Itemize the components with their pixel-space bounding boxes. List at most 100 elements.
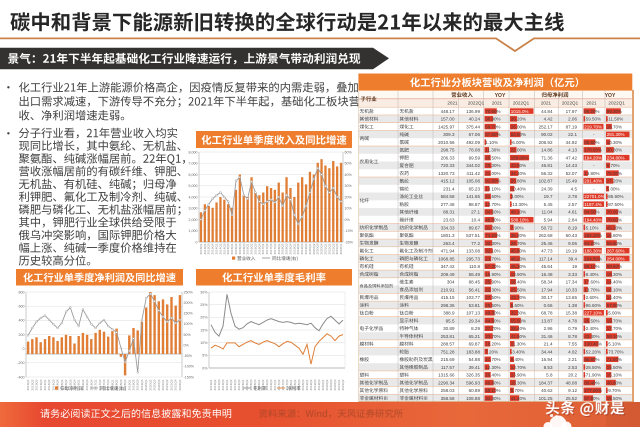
- svg-text:53.80%: 53.80%: [511, 132, 526, 137]
- svg-text:2021Q2: 2021Q2: [327, 243, 331, 254]
- svg-text:2013Q3: 2013Q3: [207, 243, 211, 254]
- svg-text:86.10%: 86.10%: [584, 264, 599, 269]
- svg-text:43.50%: 43.50%: [511, 163, 526, 168]
- svg-text:2.06: 2.06: [568, 117, 577, 122]
- svg-text:2017Q4: 2017Q4: [106, 379, 110, 390]
- svg-text:5%: 5%: [202, 354, 208, 358]
- svg-text:58.10%: 58.10%: [607, 334, 622, 339]
- svg-text:194.20%: 194.20%: [584, 155, 602, 160]
- svg-text:304: 304: [447, 280, 455, 285]
- svg-text:65.21: 65.21: [469, 334, 481, 339]
- svg-text:8.53: 8.53: [544, 365, 553, 370]
- svg-text:2015Q1: 2015Q1: [230, 243, 234, 254]
- svg-text:45.20%: 45.20%: [607, 225, 622, 230]
- svg-text:2014Q2: 2014Q2: [47, 379, 51, 390]
- svg-text:2020Q2: 2020Q2: [148, 379, 152, 390]
- svg-text:254.00%: 254.00%: [607, 256, 625, 261]
- svg-text:5.60%: 5.60%: [511, 303, 524, 308]
- svg-text:89.67: 89.67: [469, 225, 481, 230]
- svg-text:110.8: 110.8: [469, 264, 481, 269]
- svg-text:26.50%: 26.50%: [584, 318, 599, 323]
- svg-text:117.14: 117.14: [539, 256, 553, 261]
- svg-text:277.48: 277.48: [441, 202, 455, 207]
- svg-text:267.60%: 267.60%: [607, 249, 625, 254]
- svg-text:2014Q4: 2014Q4: [237, 379, 241, 390]
- svg-text:85.80%: 85.80%: [584, 357, 599, 362]
- svg-text:-73.70%: -73.70%: [607, 349, 624, 354]
- svg-text:69.87: 69.87: [469, 342, 481, 347]
- svg-text:29.34: 29.34: [469, 318, 481, 323]
- svg-text:50%: 50%: [345, 162, 353, 166]
- svg-text:2016Q1: 2016Q1: [77, 379, 81, 390]
- svg-text:234.80%: 234.80%: [607, 155, 625, 160]
- svg-text:117.57: 117.57: [441, 365, 455, 370]
- svg-text:24.39: 24.39: [541, 187, 553, 192]
- svg-text:88.50%: 88.50%: [607, 264, 622, 269]
- svg-text:95.5: 95.5: [446, 318, 455, 323]
- svg-text:231.4: 231.4: [443, 187, 455, 192]
- svg-text:65.23: 65.23: [469, 187, 481, 192]
- svg-text:2.57: 2.57: [568, 202, 577, 207]
- svg-text:75.30%: 75.30%: [607, 171, 622, 176]
- svg-text:2022Q1: 2022Q1: [562, 101, 579, 106]
- svg-text:18.40%: 18.40%: [511, 280, 526, 285]
- svg-text:34.60%: 34.60%: [485, 210, 500, 215]
- svg-text:18.50%: 18.50%: [607, 396, 622, 401]
- svg-text:471.94: 471.94: [441, 249, 455, 254]
- svg-text:58.10%: 58.10%: [485, 388, 500, 393]
- svg-text:11.30%: 11.30%: [485, 148, 500, 153]
- svg-text:177.00%: 177.00%: [584, 388, 602, 393]
- svg-text:14.43: 14.43: [566, 163, 578, 168]
- svg-text:9.70%: 9.70%: [607, 163, 620, 168]
- svg-text:492.09: 492.09: [466, 140, 480, 145]
- svg-text:2019Q3: 2019Q3: [313, 379, 317, 390]
- svg-text:2021Q2: 2021Q2: [165, 379, 169, 390]
- svg-text:2020Q3: 2020Q3: [316, 243, 320, 254]
- svg-text:35.20%: 35.20%: [511, 233, 526, 238]
- svg-text:91.80%: 91.80%: [485, 179, 500, 184]
- svg-text:215.69: 215.69: [441, 357, 455, 362]
- svg-text:2013Q4: 2013Q4: [39, 379, 43, 390]
- svg-text:2018Q2: 2018Q2: [281, 243, 285, 254]
- svg-text:227.10%: 227.10%: [584, 311, 602, 316]
- svg-text:150%: 150%: [184, 312, 194, 316]
- svg-text:20%: 20%: [200, 316, 208, 320]
- svg-text:16.10%: 16.10%: [607, 287, 622, 292]
- svg-text:40.24: 40.24: [469, 117, 481, 122]
- svg-text:34.30%: 34.30%: [485, 396, 500, 401]
- svg-text:88.87: 88.87: [469, 202, 481, 207]
- svg-text:-87.50%: -87.50%: [607, 202, 624, 207]
- svg-text:1068.85: 1068.85: [438, 256, 455, 261]
- svg-text:2017Q4: 2017Q4: [273, 243, 277, 254]
- svg-text:2020Q4: 2020Q4: [157, 379, 161, 390]
- svg-text:37.70%: 37.70%: [485, 326, 500, 331]
- svg-text:12.30%: 12.30%: [485, 365, 500, 370]
- svg-text:21.60%: 21.60%: [485, 194, 500, 199]
- svg-text:2013Q2: 2013Q2: [30, 379, 34, 390]
- svg-text:41.50%: 41.50%: [511, 334, 526, 339]
- svg-text:99.59: 99.59: [469, 155, 481, 160]
- svg-text:22701.0%: 22701.0%: [584, 194, 604, 199]
- svg-text:2018Q1: 2018Q1: [289, 379, 293, 390]
- svg-text:14.40%: 14.40%: [607, 280, 622, 285]
- svg-text:7.55: 7.55: [568, 342, 577, 347]
- svg-text:21.00%: 21.00%: [485, 171, 500, 176]
- svg-text:281.30%: 281.30%: [607, 132, 625, 137]
- svg-text:102.87: 102.87: [539, 179, 553, 184]
- svg-text:99.30%: 99.30%: [607, 109, 622, 114]
- svg-text:2020Q2: 2020Q2: [312, 243, 316, 254]
- svg-text:0%: 0%: [202, 366, 208, 370]
- svg-text:2019Q2: 2019Q2: [296, 243, 300, 254]
- svg-text:2021Q2: 2021Q2: [341, 379, 345, 390]
- svg-text:18.20%: 18.20%: [485, 342, 500, 347]
- svg-text:158.00%: 158.00%: [511, 155, 529, 160]
- svg-text:2013Q1: 2013Q1: [26, 379, 30, 390]
- svg-text:-71.90%: -71.90%: [584, 373, 601, 378]
- svg-text:-200: -200: [17, 361, 24, 365]
- svg-text:107.13: 107.13: [466, 311, 480, 316]
- svg-text:56.41: 56.41: [469, 287, 481, 292]
- svg-text:170.50%: 170.50%: [584, 148, 602, 153]
- svg-text:206.33: 206.33: [441, 155, 455, 160]
- svg-text:3,000: 3,000: [189, 207, 198, 211]
- svg-text:2017Q2: 2017Q2: [265, 243, 269, 254]
